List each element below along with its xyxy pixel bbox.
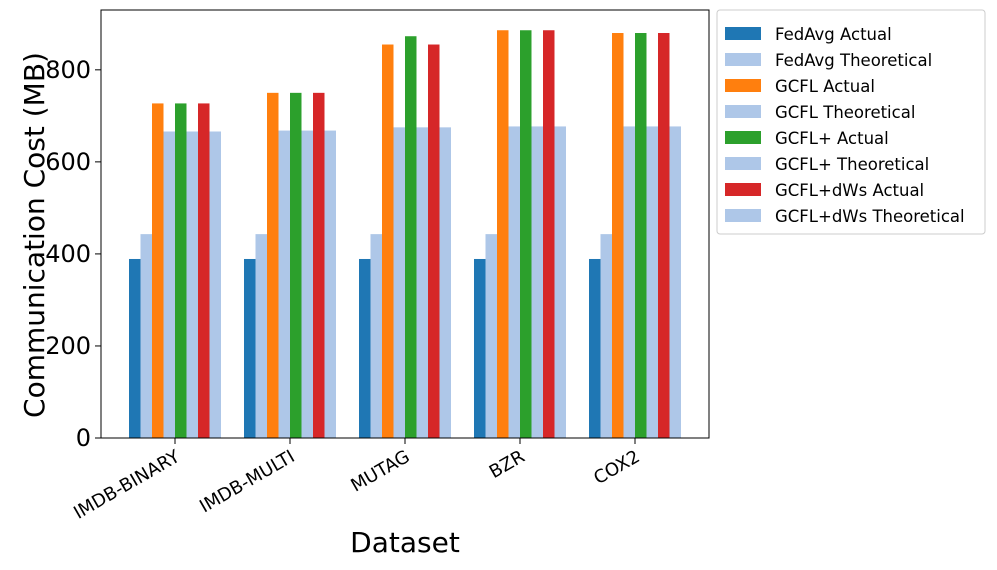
bar — [497, 30, 509, 438]
legend-swatch — [725, 131, 761, 144]
legend-swatch — [725, 79, 761, 92]
bar — [600, 234, 612, 438]
bar — [278, 130, 290, 438]
bar — [520, 30, 532, 438]
x-axis-ticks: IMDB-BINARY IMDB-MULTI MUTAG BZR COX2 — [70, 438, 644, 524]
bar — [370, 234, 382, 438]
legend-swatch — [725, 183, 761, 196]
legend-swatch — [725, 157, 761, 170]
bar — [439, 127, 451, 438]
bar — [186, 131, 198, 438]
legend-box — [716, 9, 986, 235]
x-tick-label: BZR — [486, 446, 529, 483]
y-axis-ticks: 0 200 400 600 800 — [45, 56, 101, 452]
bar — [301, 130, 313, 438]
bar — [508, 126, 520, 439]
bar — [554, 126, 566, 439]
y-axis-label: Communication Cost (MB) — [18, 52, 51, 418]
bar — [324, 130, 336, 438]
legend-label: GCFL+ Actual — [775, 129, 889, 148]
bar — [416, 127, 428, 438]
bar — [175, 103, 187, 439]
bar — [152, 103, 164, 439]
bar — [244, 258, 256, 438]
bar — [163, 131, 175, 438]
bar — [382, 44, 394, 439]
legend-swatch — [725, 105, 761, 118]
bar — [255, 234, 267, 438]
bar — [209, 131, 221, 438]
bar — [646, 126, 658, 439]
legend-label: FedAvg Theoretical — [775, 51, 932, 70]
y-tick-label: 0 — [76, 424, 91, 452]
legend-label: GCFL+ Theoretical — [775, 155, 929, 174]
bar — [198, 103, 210, 439]
bar — [474, 258, 486, 438]
x-tick-label: IMDB-MULTI — [196, 446, 298, 517]
y-tick-label: 400 — [45, 240, 91, 268]
legend-label: FedAvg Actual — [775, 25, 892, 44]
y-tick-label: 200 — [45, 332, 91, 360]
bars-layer — [129, 30, 681, 439]
bar — [140, 234, 152, 438]
bar — [623, 126, 635, 439]
legend-label: GCFL+dWs Theoretical — [775, 207, 965, 226]
legend-swatch — [725, 53, 761, 66]
x-axis-label: Dataset — [350, 526, 460, 559]
bar — [589, 258, 601, 438]
bar — [393, 127, 405, 438]
y-tick-label: 600 — [45, 148, 91, 176]
x-tick-label: IMDB-BINARY — [70, 446, 184, 524]
bar — [485, 234, 497, 438]
bar — [359, 258, 371, 438]
bar — [313, 92, 325, 438]
legend: FedAvg Actual FedAvg Theoretical GCFL Actu… — [716, 9, 986, 235]
legend-label: GCFL Actual — [775, 77, 875, 96]
y-tick-label: 800 — [45, 56, 91, 84]
x-tick-label: MUTAG — [347, 446, 413, 496]
legend-swatch — [725, 209, 761, 222]
bar — [428, 44, 440, 439]
legend-label: GCFL Theoretical — [775, 103, 915, 122]
bar — [405, 36, 417, 438]
bar — [129, 258, 141, 438]
bar — [531, 126, 543, 439]
bar — [543, 30, 555, 438]
bar — [290, 92, 302, 438]
x-tick-label: COX2 — [590, 446, 643, 489]
bar — [267, 92, 279, 438]
bar — [669, 126, 681, 439]
legend-label: GCFL+dWs Actual — [775, 181, 924, 200]
legend-swatch — [725, 27, 761, 40]
bar — [635, 33, 647, 438]
bar — [658, 33, 670, 438]
bar — [612, 33, 624, 438]
